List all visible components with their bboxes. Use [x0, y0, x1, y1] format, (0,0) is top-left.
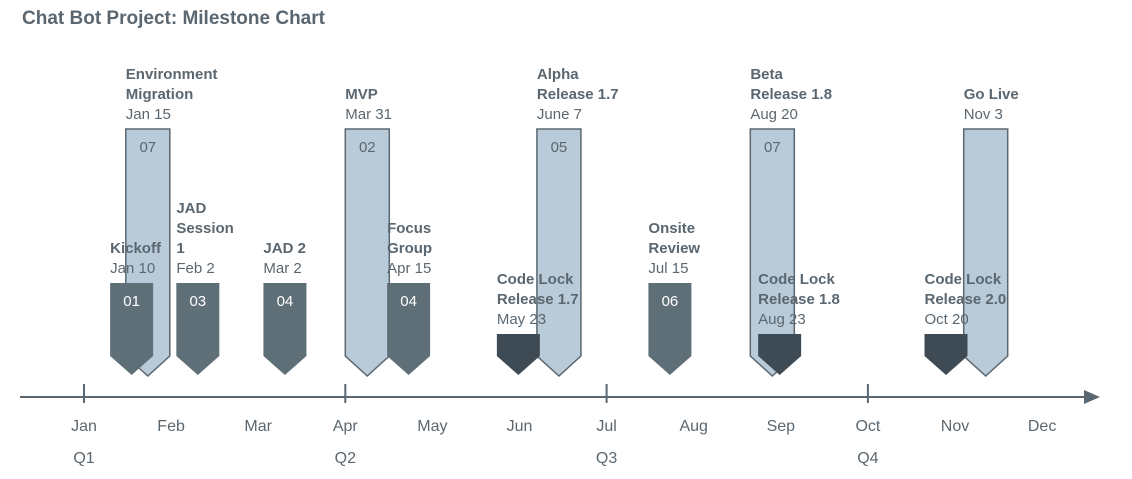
milestone-marker: [962, 128, 1009, 378]
month-label: May: [417, 418, 447, 435]
milestone-name: JAD: [176, 200, 206, 217]
month-label: Jun: [507, 418, 533, 435]
milestone-number: 05: [551, 139, 568, 156]
milestone-date: Jul 15: [648, 260, 688, 277]
milestone-name: Alpha: [537, 66, 579, 83]
milestone-marker: [110, 283, 154, 375]
milestone-name: Group: [387, 240, 432, 257]
milestone-marker: [648, 283, 692, 375]
milestone-marker: [176, 283, 220, 375]
milestone-date: Aug 23: [758, 311, 806, 328]
milestone-name: JAD 2: [263, 240, 306, 257]
milestone-name: Beta: [750, 66, 783, 83]
month-label: Dec: [1028, 418, 1056, 435]
milestone-name: Release 1.8: [750, 86, 832, 103]
month-label: Mar: [244, 418, 272, 435]
milestone-name: Environment: [126, 66, 218, 83]
milestone-name: MVP: [345, 86, 378, 103]
quarter-label: Q1: [73, 450, 94, 467]
milestone-name: Code Lock: [758, 271, 835, 288]
milestone-date: Oct 20: [925, 311, 969, 328]
milestone-date: June 7: [537, 106, 582, 123]
month-label: Oct: [855, 418, 880, 435]
milestone-name: Kickoff: [110, 240, 162, 257]
milestone-date: May 23: [497, 311, 546, 328]
milestone-number: 01: [123, 293, 140, 310]
axis-arrow-icon: [1084, 390, 1100, 404]
month-label: Nov: [941, 418, 969, 435]
milestone-marker: [496, 334, 540, 375]
milestone-date: Mar 2: [263, 260, 301, 277]
milestone-date: Aug 20: [750, 106, 798, 123]
milestone-name: Onsite: [648, 220, 695, 237]
milestone-date: Mar 31: [345, 106, 392, 123]
milestone-name: Release 2.0: [925, 291, 1007, 308]
milestone-marker: [924, 334, 968, 375]
milestone-number: 07: [764, 139, 781, 156]
milestone-marker: [758, 334, 802, 375]
quarter-label: Q2: [335, 450, 356, 467]
month-label: Aug: [679, 418, 707, 435]
milestone-number: 04: [400, 293, 417, 310]
milestone-name: Migration: [126, 86, 194, 103]
month-label: Feb: [157, 418, 185, 435]
milestone-number: 03: [189, 293, 206, 310]
chart-title: Chat Bot Project: Milestone Chart: [22, 8, 325, 29]
quarter-label: Q3: [596, 450, 617, 467]
milestone-name: 1: [176, 240, 184, 257]
milestone-date: Jan 10: [110, 260, 155, 277]
milestone-name: Session: [176, 220, 234, 237]
milestone-number: 04: [277, 293, 294, 310]
milestone-marker: [387, 283, 431, 375]
milestone-date: Apr 15: [387, 260, 431, 277]
milestone-date: Feb 2: [176, 260, 214, 277]
milestone-name: Code Lock: [925, 271, 1002, 288]
milestone-date: Nov 3: [964, 106, 1003, 123]
month-label: Jul: [596, 418, 616, 435]
milestone-name: Code Lock: [497, 271, 574, 288]
month-label: Jan: [71, 418, 97, 435]
milestone-name: Release 1.8: [758, 291, 840, 308]
milestone-name: Focus: [387, 220, 431, 237]
milestone-name: Review: [648, 240, 700, 257]
month-label: Apr: [333, 418, 359, 435]
quarter-label: Q4: [857, 450, 878, 467]
milestone-name: Release 1.7: [537, 86, 619, 103]
milestone-marker: [536, 128, 582, 378]
milestone-number: 07: [139, 139, 156, 156]
milestone-marker: [263, 283, 307, 375]
milestone-date: Jan 15: [126, 106, 171, 123]
milestone-marker: [344, 128, 391, 378]
month-label: Sep: [767, 418, 796, 435]
milestone-number: 06: [662, 293, 679, 310]
milestone-name: Release 1.7: [497, 291, 579, 308]
milestone-number: 02: [359, 139, 376, 156]
milestone-name: Go Live: [964, 86, 1019, 103]
